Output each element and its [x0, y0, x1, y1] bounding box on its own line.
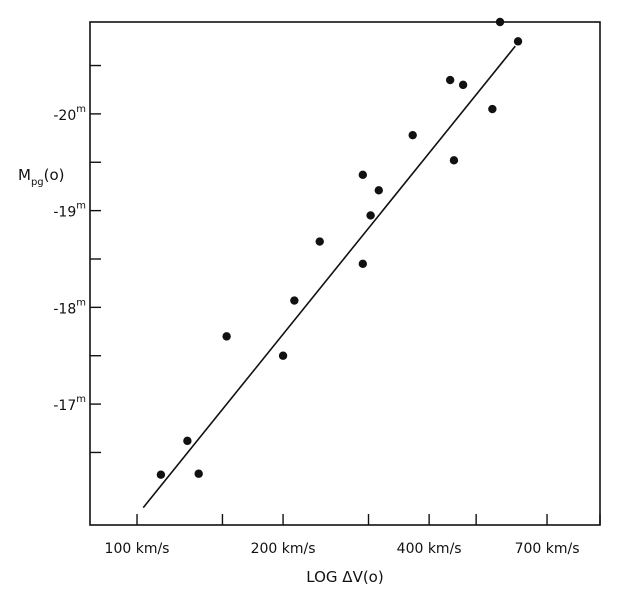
data-point: [315, 237, 324, 246]
x-tick-label: 200 km/s: [251, 541, 316, 557]
data-point: [156, 470, 166, 479]
data-point: [358, 170, 368, 180]
y-tick-label: -20m: [53, 104, 86, 124]
y-tick-label: -17m: [53, 394, 86, 414]
data-point: [513, 37, 523, 46]
x-tick-label: 400 km/s: [397, 541, 462, 557]
data-point: [183, 436, 192, 446]
y-tick-label: -19m: [53, 201, 86, 221]
data-point: [488, 104, 497, 114]
y-axis-title: Mpg(o): [18, 166, 65, 188]
plot-frame: [89, 21, 601, 526]
data-point: [408, 130, 417, 140]
data-point: [366, 211, 375, 220]
data-point: [358, 259, 368, 269]
data-point: [495, 17, 505, 27]
data-point: [194, 469, 203, 478]
data-point: [449, 156, 459, 165]
y-tick-label: -18m: [53, 297, 86, 317]
fit-line: [142, 45, 516, 509]
x-tick-label: 700 km/s: [515, 541, 580, 557]
x-tick-label: 100 km/s: [105, 541, 170, 557]
data-point: [374, 186, 383, 195]
data-point: [278, 351, 288, 360]
data-point: [290, 296, 299, 305]
x-axis-title: LOG ΔV(o): [306, 568, 383, 586]
data-point: [445, 75, 455, 85]
data-point: [458, 80, 468, 90]
data-point: [222, 332, 231, 341]
